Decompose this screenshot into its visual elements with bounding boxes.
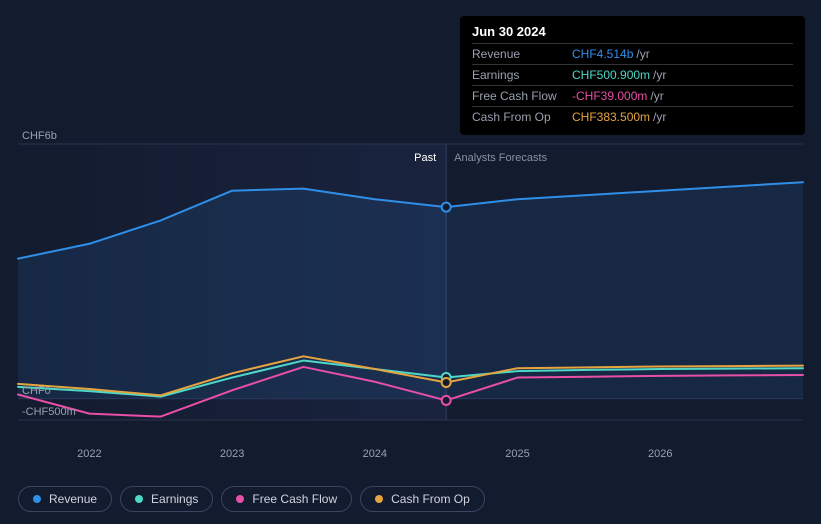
legend-dot-icon bbox=[375, 495, 383, 503]
legend-label: Revenue bbox=[49, 492, 97, 506]
tooltip-row-suffix: /yr bbox=[636, 47, 649, 61]
tooltip: Jun 30 2024 RevenueCHF4.514b /yrEarnings… bbox=[460, 16, 805, 135]
legend-item-revenue[interactable]: Revenue bbox=[18, 486, 112, 512]
y-axis-label: -CHF500m bbox=[22, 406, 76, 418]
legend-label: Cash From Op bbox=[391, 492, 470, 506]
legend-label: Free Cash Flow bbox=[252, 492, 337, 506]
x-axis-label: 2026 bbox=[648, 448, 672, 460]
x-axis-label: 2024 bbox=[363, 448, 387, 460]
tooltip-title: Jun 30 2024 bbox=[472, 24, 793, 44]
legend-item-fcf[interactable]: Free Cash Flow bbox=[221, 486, 352, 512]
tooltip-row-label: Earnings bbox=[472, 68, 572, 82]
tooltip-row-suffix: /yr bbox=[653, 110, 666, 124]
y-axis-label: CHF0 bbox=[22, 385, 51, 397]
y-axis-label: CHF6b bbox=[22, 130, 57, 142]
tooltip-row-value: CHF4.514b bbox=[572, 47, 633, 61]
legend-dot-icon bbox=[236, 495, 244, 503]
tooltip-row-label: Free Cash Flow bbox=[472, 89, 572, 103]
x-axis-label: 2025 bbox=[505, 448, 529, 460]
tooltip-row-label: Cash From Op bbox=[472, 110, 572, 124]
legend: Revenue Earnings Free Cash Flow Cash From O… bbox=[18, 486, 485, 512]
chart-container: CHF6b CHF0 -CHF500m Past Analysts Forecast… bbox=[0, 0, 821, 524]
tooltip-row: Cash From OpCHF383.500m /yr bbox=[472, 107, 793, 127]
tooltip-row: EarningsCHF500.900m /yr bbox=[472, 65, 793, 86]
legend-label: Earnings bbox=[151, 492, 198, 506]
legend-item-earnings[interactable]: Earnings bbox=[120, 486, 213, 512]
legend-dot-icon bbox=[33, 495, 41, 503]
tooltip-row-suffix: /yr bbox=[653, 68, 666, 82]
tooltip-row-value: -CHF39.000m bbox=[572, 89, 647, 103]
legend-item-cfo[interactable]: Cash From Op bbox=[360, 486, 485, 512]
tooltip-row: Free Cash Flow-CHF39.000m /yr bbox=[472, 86, 793, 107]
tooltip-row-value: CHF383.500m bbox=[572, 110, 650, 124]
tooltip-row-suffix: /yr bbox=[650, 89, 663, 103]
forecast-label: Analysts Forecasts bbox=[454, 152, 547, 164]
past-label: Past bbox=[414, 152, 436, 164]
tooltip-row: RevenueCHF4.514b /yr bbox=[472, 44, 793, 65]
tooltip-row-label: Revenue bbox=[472, 47, 572, 61]
legend-dot-icon bbox=[135, 495, 143, 503]
x-axis-label: 2022 bbox=[77, 448, 101, 460]
x-axis-label: 2023 bbox=[220, 448, 244, 460]
tooltip-row-value: CHF500.900m bbox=[572, 68, 650, 82]
